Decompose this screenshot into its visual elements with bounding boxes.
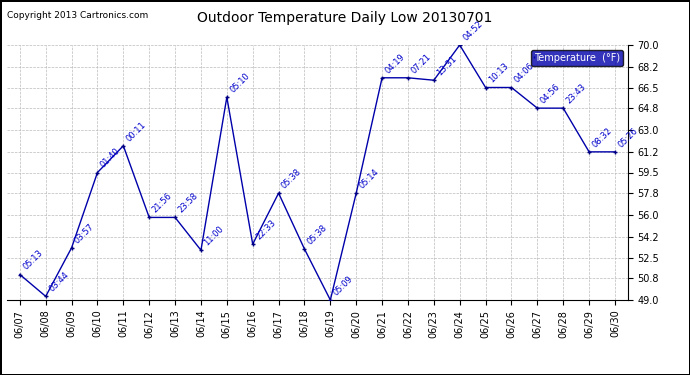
Text: 23:58: 23:58 <box>177 191 200 214</box>
Text: 05:38: 05:38 <box>280 167 304 190</box>
Text: 05:14: 05:14 <box>357 167 381 190</box>
Text: 01:40: 01:40 <box>99 147 122 170</box>
Legend: Temperature  (°F): Temperature (°F) <box>531 50 623 66</box>
Text: 07:21: 07:21 <box>409 52 433 75</box>
Text: 05:38: 05:38 <box>306 223 329 246</box>
Text: 05:10: 05:10 <box>228 71 251 94</box>
Text: 04:06: 04:06 <box>513 62 536 85</box>
Text: 13:31: 13:31 <box>435 54 459 77</box>
Text: 04:56: 04:56 <box>539 82 562 105</box>
Text: 21:56: 21:56 <box>150 191 174 214</box>
Text: 00:11: 00:11 <box>125 120 148 143</box>
Text: 10:13: 10:13 <box>487 62 510 85</box>
Text: 08:32: 08:32 <box>591 126 614 149</box>
Text: 23:43: 23:43 <box>564 82 588 105</box>
Text: Outdoor Temperature Daily Low 20130701: Outdoor Temperature Daily Low 20130701 <box>197 11 493 25</box>
Text: 03:44: 03:44 <box>47 270 70 294</box>
Text: Copyright 2013 Cartronics.com: Copyright 2013 Cartronics.com <box>7 11 148 20</box>
Text: 05:13: 05:13 <box>21 249 44 272</box>
Text: 04:19: 04:19 <box>384 52 406 75</box>
Text: 05:09: 05:09 <box>332 274 355 297</box>
Text: 04:52: 04:52 <box>461 19 484 42</box>
Text: 22:33: 22:33 <box>254 218 277 242</box>
Text: 05:26: 05:26 <box>616 126 640 149</box>
Text: 11:00: 11:00 <box>202 224 226 248</box>
Text: 03:57: 03:57 <box>73 222 97 245</box>
